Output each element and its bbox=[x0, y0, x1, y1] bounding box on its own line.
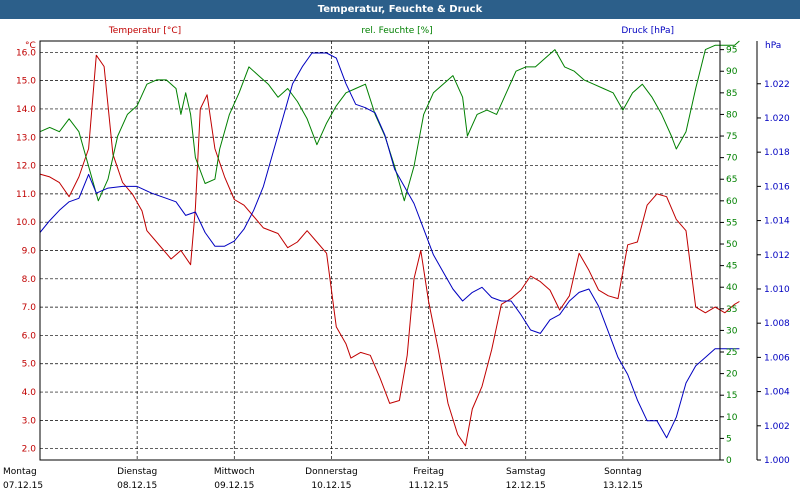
humidity-tick-label: 60 bbox=[726, 197, 738, 207]
chart-area: 2.0 3.0 4.0 5.0 6.0 7.0 8.0 9.0 10.0 11.0 12.0 13.0… bbox=[0, 19, 800, 500]
humidity-tick-label: 85 bbox=[726, 89, 737, 99]
temperature-axis-title: Temperatur [°C] bbox=[108, 26, 181, 36]
x-day-label: Donnerstag bbox=[305, 467, 358, 477]
pressure-tick-label: 1.004 bbox=[764, 388, 790, 398]
temp-tick-label: 10.0 bbox=[16, 218, 36, 228]
pressure-tick-label: 1.008 bbox=[764, 319, 790, 329]
grid-lines bbox=[40, 41, 720, 460]
pressure-tick-label: 1.016 bbox=[764, 182, 790, 192]
plot-frame bbox=[39, 40, 721, 461]
humidity-tick-label: 35 bbox=[726, 305, 737, 315]
temp-tick-label: 13.0 bbox=[16, 133, 36, 143]
pressure-tick-label: 1.002 bbox=[764, 422, 790, 432]
temp-tick-label: 12.0 bbox=[16, 162, 36, 172]
line-chart: 2.0 3.0 4.0 5.0 6.0 7.0 8.0 9.0 10.0 11.0 12.0 13.0… bbox=[3, 26, 790, 491]
humidity-tick-label: 45 bbox=[726, 262, 737, 272]
temp-tick-label: 9.0 bbox=[22, 247, 37, 257]
humidity-tick-label: 25 bbox=[726, 348, 737, 358]
temp-tick-label: 5.0 bbox=[22, 360, 37, 370]
pressure-tick-label: 1.014 bbox=[764, 217, 790, 227]
humidity-tick-label: 20 bbox=[726, 370, 738, 380]
temp-tick-label: 7.0 bbox=[22, 303, 37, 313]
pressure-unit-label: hPa bbox=[765, 41, 781, 51]
pressure-tick-label: 1.006 bbox=[764, 353, 790, 363]
tick-labels: 2.0 3.0 4.0 5.0 6.0 7.0 8.0 9.0 10.0 11.0 12.0 13.0… bbox=[3, 26, 790, 491]
humidity-tick-label: 75 bbox=[726, 132, 737, 142]
x-date-label: 12.12.15 bbox=[506, 481, 546, 491]
temp-tick-label: 4.0 bbox=[22, 388, 37, 398]
humidity-tick-label: 70 bbox=[726, 154, 738, 164]
humidity-tick-label: 15 bbox=[726, 391, 737, 401]
x-day-label: Dienstag bbox=[117, 467, 157, 477]
temp-tick-label: 2.0 bbox=[22, 445, 37, 455]
series-line-temperature bbox=[39, 54, 740, 447]
pressure-tick-label: 1.020 bbox=[764, 114, 790, 124]
pressure-tick-label: 1.012 bbox=[764, 251, 790, 261]
x-day-label: Montag bbox=[3, 467, 37, 477]
series-line-pressure bbox=[39, 52, 740, 439]
humidity-tick-label: 90 bbox=[726, 67, 738, 77]
x-day-label: Samstag bbox=[506, 467, 545, 477]
pressure-tick-label: 1.000 bbox=[764, 456, 790, 466]
x-day-label: Sonntag bbox=[604, 467, 641, 477]
temp-tick-label: 6.0 bbox=[22, 331, 37, 341]
humidity-tick-label: 5 bbox=[726, 434, 732, 444]
axes bbox=[39, 40, 761, 461]
temp-tick-label: 8.0 bbox=[22, 275, 37, 285]
humidity-tick-label: 65 bbox=[726, 175, 737, 185]
series-line-humidity bbox=[39, 40, 740, 202]
temp-tick-label: 3.0 bbox=[22, 416, 37, 426]
humidity-tick-label: 50 bbox=[726, 240, 738, 250]
pressure-tick-label: 1.018 bbox=[764, 148, 790, 158]
temp-tick-label: 11.0 bbox=[16, 190, 36, 200]
x-date-label: 08.12.15 bbox=[117, 481, 157, 491]
temp-tick-label: 15.0 bbox=[16, 77, 36, 87]
pressure-tick-label: 1.010 bbox=[764, 285, 790, 295]
humidity-axis-title: rel. Feuchte [%] bbox=[361, 26, 432, 36]
x-date-label: 10.12.15 bbox=[311, 481, 351, 491]
x-day-label: Freitag bbox=[413, 467, 444, 477]
temp-tick-label: 16.0 bbox=[16, 48, 36, 58]
temperature-unit-label: °C bbox=[25, 41, 36, 51]
x-date-label: 11.12.15 bbox=[409, 481, 449, 491]
window-title: Temperatur, Feuchte & Druck bbox=[0, 0, 800, 19]
x-date-label: 13.12.15 bbox=[603, 481, 643, 491]
x-day-label: Mittwoch bbox=[214, 467, 255, 477]
pressure-tick-label: 1.022 bbox=[764, 80, 790, 90]
x-date-label: 07.12.15 bbox=[3, 481, 43, 491]
humidity-tick-label: 0 bbox=[726, 456, 732, 466]
humidity-tick-label: 55 bbox=[726, 218, 737, 228]
humidity-tick-label: 80 bbox=[726, 110, 738, 120]
series-lines bbox=[39, 40, 740, 447]
humidity-tick-label: 95 bbox=[726, 46, 737, 56]
temp-tick-label: 14.0 bbox=[16, 105, 36, 115]
humidity-tick-label: 40 bbox=[726, 283, 738, 293]
x-date-label: 09.12.15 bbox=[214, 481, 254, 491]
humidity-tick-label: 30 bbox=[726, 326, 738, 336]
pressure-axis-title: Druck [hPa] bbox=[621, 26, 674, 36]
humidity-tick-label: 10 bbox=[726, 413, 738, 423]
